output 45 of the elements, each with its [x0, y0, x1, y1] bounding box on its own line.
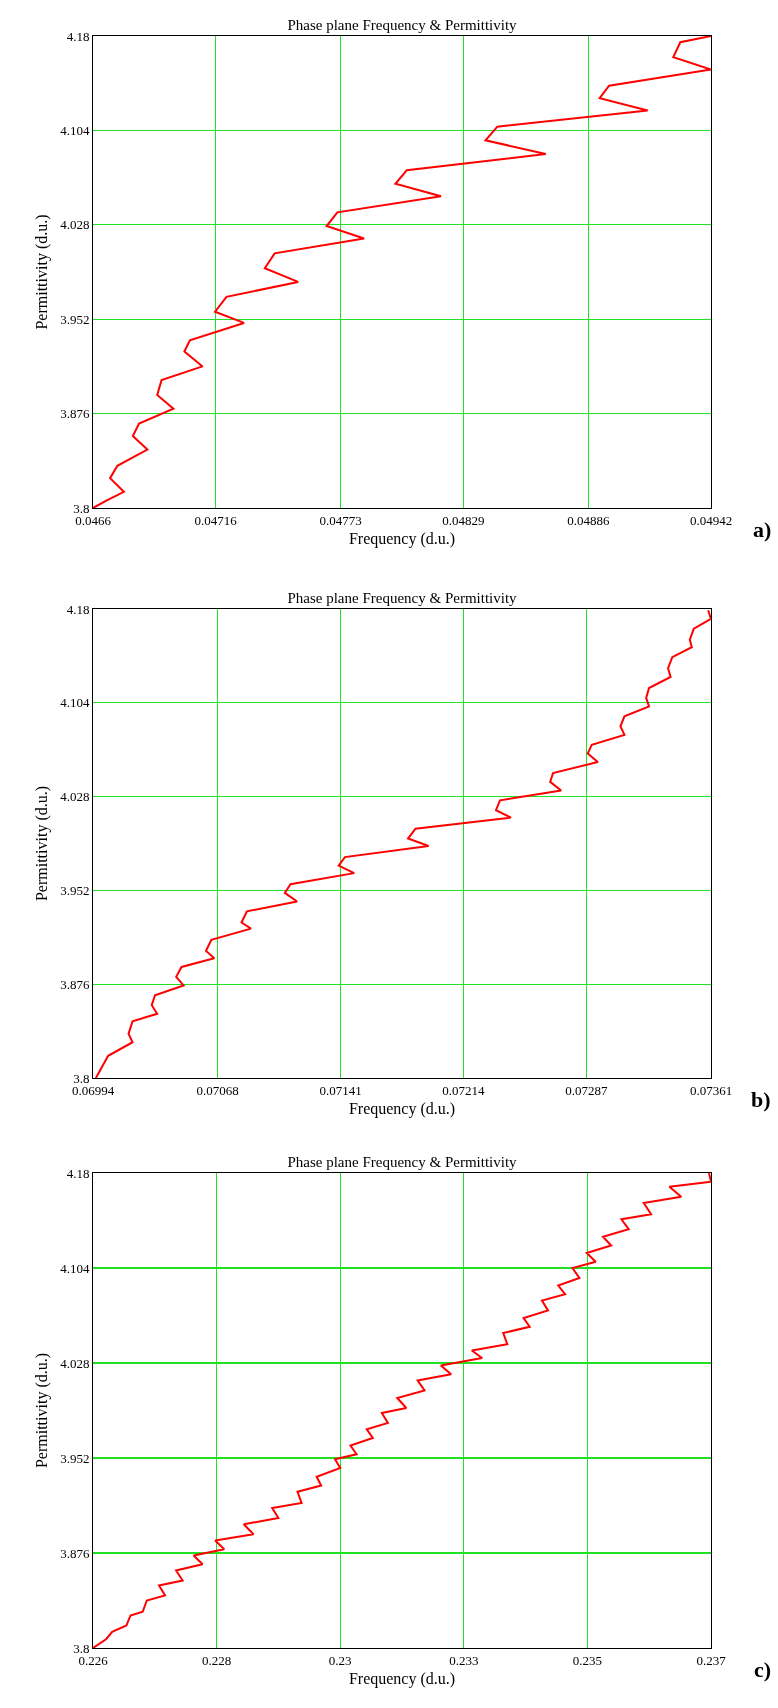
x-tick-label: 0.233: [449, 1652, 479, 1668]
y-tick-label: 3.876: [60, 976, 90, 992]
y-tick-label: 3.876: [60, 406, 90, 422]
y-axis-title: Permittivity (d.u.): [33, 785, 52, 902]
y-tick-label: 4.18: [66, 601, 90, 617]
x-tick-label: 0.07287: [565, 1082, 609, 1098]
y-tick-label: 3.952: [60, 311, 90, 327]
x-tick-label: 0.07214: [442, 1082, 486, 1098]
x-tick-label: 0.228: [201, 1652, 232, 1668]
x-axis-title: Frequency (d.u.): [348, 530, 456, 549]
x-tick-label: 0.235: [572, 1652, 603, 1668]
line-series: [93, 36, 711, 508]
y-tick-label: 3.952: [60, 882, 90, 898]
line-series: [93, 1173, 711, 1648]
y-axis-title: Permittivity (d.u.): [33, 1352, 52, 1469]
y-tick-label: 4.028: [60, 789, 90, 805]
text: b): [751, 1087, 771, 1112]
chart-title: Phase plane Frequency & Permittivity: [287, 17, 518, 33]
x-tick-label: 0.07361: [689, 1082, 733, 1098]
x-tick-label: 0.04942: [689, 512, 733, 528]
y-tick-label: 3.952: [60, 1450, 90, 1466]
x-tick-label: 0.04716: [194, 512, 238, 528]
y-tick-label: 4.104: [60, 695, 90, 711]
x-tick-label: 0.07141: [319, 1082, 362, 1098]
y-tick-label: 4.18: [66, 28, 90, 44]
y-axis-title: Permittivity (d.u.): [33, 214, 52, 330]
y-tick-label: 3.876: [60, 1545, 90, 1561]
text: a): [753, 517, 772, 542]
y-tick-label: 4.18: [66, 1165, 90, 1181]
x-tick-label: 0.237: [696, 1652, 727, 1668]
text: c): [754, 1657, 772, 1682]
x-tick-label: 0.07068: [196, 1082, 239, 1098]
x-tick-label: 0.04773: [319, 512, 362, 528]
x-axis-title: Frequency (d.u.): [348, 1670, 456, 1689]
y-tick-label: 4.104: [60, 122, 90, 138]
x-tick-label: 0.04829: [442, 512, 485, 528]
x-tick-label: 0.23: [328, 1652, 352, 1668]
x-tick-label: 0.04886: [567, 512, 610, 528]
x-axis-title: Frequency (d.u.): [348, 1100, 456, 1119]
y-tick-label: 4.028: [60, 217, 90, 233]
chart-title: Phase plane Frequency & Permittivity: [287, 1154, 518, 1170]
chart-title: Phase plane Frequency & Permittivity: [287, 590, 518, 606]
line-series: [94, 609, 711, 1078]
y-tick-label: 4.104: [60, 1260, 90, 1276]
y-tick-label: 4.028: [60, 1355, 90, 1371]
